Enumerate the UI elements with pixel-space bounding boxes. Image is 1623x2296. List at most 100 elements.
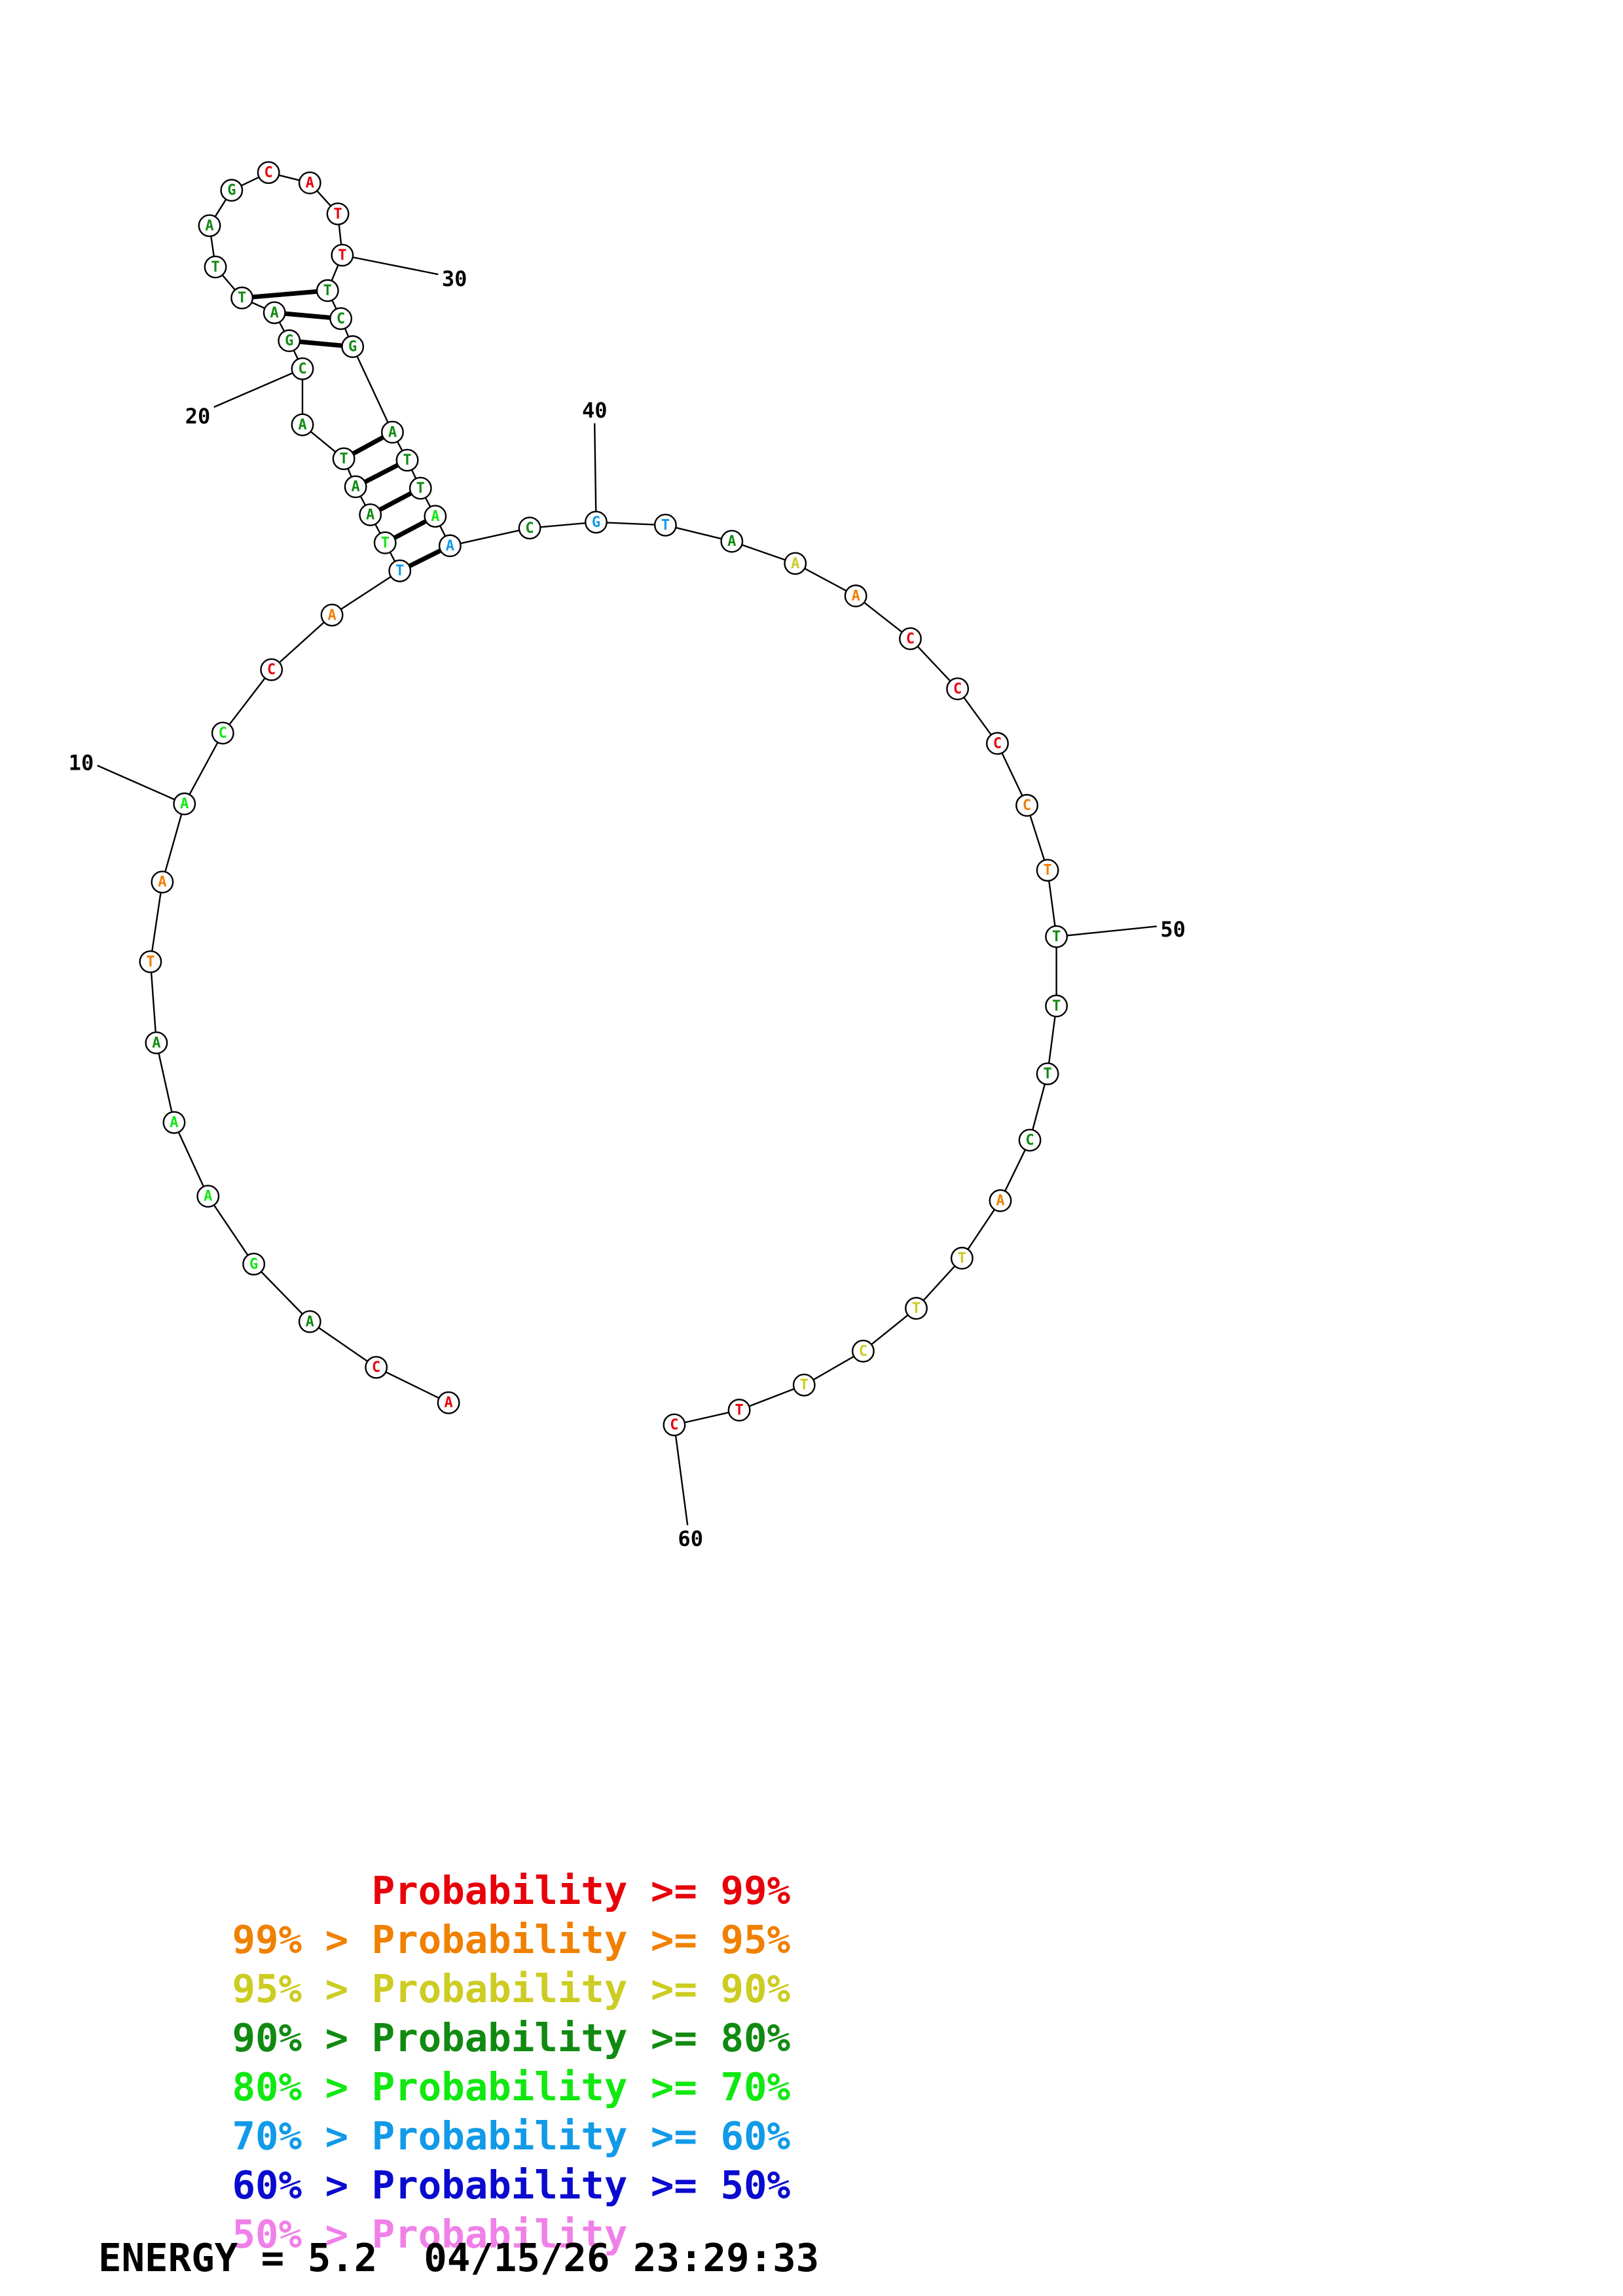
nucleotide: A — [437, 1391, 460, 1414]
nucleotide-circle — [844, 584, 867, 607]
nucleotide-letter: T — [1043, 1066, 1051, 1083]
nucleotide-circle — [291, 357, 314, 380]
nucleotide-letter: C — [670, 1417, 678, 1433]
nucleotide-circle — [365, 1355, 388, 1379]
nucleotide-letter: G — [285, 333, 293, 350]
nucleotide-circle — [986, 732, 1009, 755]
tick-line — [673, 1424, 689, 1526]
base-pair-bond — [242, 288, 328, 300]
backbone-segment — [173, 1122, 209, 1197]
backbone-segment — [161, 803, 185, 883]
nucleotide: A — [173, 792, 196, 816]
backbone-segment — [1029, 1073, 1049, 1141]
nucleotide-letter: A — [152, 1035, 160, 1051]
nucleotide: A — [381, 420, 404, 444]
backbone-segment — [155, 1043, 175, 1123]
nucleotide: T — [326, 202, 350, 226]
nucleotide-circle — [260, 658, 283, 681]
nucleotide-circle — [298, 1310, 321, 1333]
legend-row-right: Probability >= 90% — [371, 1966, 791, 2011]
nucleotide: G — [242, 1252, 266, 1276]
nucleotide: A — [844, 584, 867, 607]
nucleotide-letter: C — [264, 165, 273, 181]
nucleotide: T — [1036, 859, 1059, 882]
nucleotide-letter: C — [267, 662, 276, 678]
nucleotide-letter: T — [661, 517, 670, 533]
nucleotide-circle — [373, 531, 397, 554]
nucleotide: T — [1045, 925, 1068, 948]
nucleotide-circle — [198, 214, 221, 238]
tick-layer: 10 20 30 40 50 60 — [69, 254, 1186, 1551]
nucleotide: G — [585, 511, 608, 534]
tick-line — [1056, 925, 1157, 938]
nucleotide-circle — [145, 1031, 168, 1054]
nucleotide-circle — [388, 559, 412, 583]
nucleotide-letter: T — [395, 563, 404, 579]
backbone-segment — [331, 570, 401, 616]
nucleotide-circle — [331, 243, 354, 267]
legend-row: 60% > Probability >= 50% — [98, 2127, 790, 2243]
nucleotide-letter: T — [735, 1402, 743, 1418]
nucleotide-letter: A — [270, 305, 279, 321]
nucleotide-letter: T — [333, 206, 342, 223]
nucleotide-letter: A — [431, 509, 439, 525]
backbone-segment — [450, 527, 530, 547]
nucleotide-letter: A — [851, 588, 860, 604]
nucleotide: C — [211, 721, 234, 745]
nucleotide-letter: C — [906, 631, 915, 647]
nucleotide-circle — [359, 503, 382, 526]
nucleotide-circle — [211, 721, 234, 745]
legend-row-left: 70% > — [232, 2113, 349, 2159]
backbone-segment — [596, 521, 666, 526]
nucleotide-letter: T — [338, 247, 346, 264]
nucleotide-circle — [151, 870, 174, 894]
nucleotide-circle — [727, 1399, 751, 1422]
nucleotide-letter: A — [352, 479, 360, 495]
nucleotide-circle — [344, 475, 367, 499]
nucleotide-circle — [438, 534, 462, 558]
backbone-segment — [996, 743, 1028, 806]
nucleotide-letter: T — [1043, 863, 1051, 879]
legend-row-right: Probability >= 70% — [371, 2064, 791, 2109]
legend-row-left: 80% > — [232, 2064, 349, 2109]
nucleotide-circle — [320, 603, 344, 627]
nucleotide: A — [424, 505, 447, 528]
nucleotide-letter: T — [1052, 998, 1061, 1014]
backbone-segment — [376, 1367, 449, 1404]
backbone-layer — [149, 171, 1057, 1426]
nucleotide-letter: A — [180, 796, 189, 812]
nucleotide-circle — [298, 171, 321, 194]
nucleotide-circle — [1045, 994, 1068, 1018]
nucleotide: C — [365, 1355, 388, 1379]
nucleotide-letter: A — [158, 874, 166, 891]
legend-row-right: Probability >= 60% — [371, 2113, 791, 2159]
nucleotide-circle — [409, 476, 432, 500]
nucleotide-circle — [784, 552, 807, 575]
nucleotide-circle — [381, 420, 404, 444]
nucleotide: T — [727, 1399, 751, 1422]
nucleotide: A — [784, 552, 807, 575]
nucleotide-circle — [424, 505, 447, 528]
nucleotide: C — [899, 627, 922, 651]
legend-row: 50% > Probability — [98, 2176, 627, 2292]
nucleotide-circle — [162, 1111, 186, 1134]
nucleotide-letter: A — [170, 1115, 178, 1131]
nucleotide: A — [344, 475, 367, 499]
nucleotide: T — [204, 255, 227, 279]
nucleotide: A — [151, 870, 174, 894]
nucleotide-letter: A — [205, 218, 213, 234]
nucleotide-circle — [316, 279, 339, 302]
nucleotide-letter: C — [1023, 797, 1031, 814]
nucleotide: T — [332, 447, 356, 471]
backbone-segment — [909, 638, 958, 690]
backbone-segment — [795, 562, 856, 597]
nucleotide-letter: C — [298, 361, 306, 377]
nucleotide: G — [278, 329, 301, 353]
nucleotide: T — [653, 513, 677, 537]
nucleotide-circle — [1036, 1062, 1059, 1086]
legend-row: 70% > Probability >= 60% — [98, 2078, 790, 2194]
nucleotide-letter: A — [444, 1395, 452, 1411]
nucleotide-letter: G — [227, 183, 236, 199]
legend-row-right: Probability >= 50% — [371, 2162, 791, 2208]
